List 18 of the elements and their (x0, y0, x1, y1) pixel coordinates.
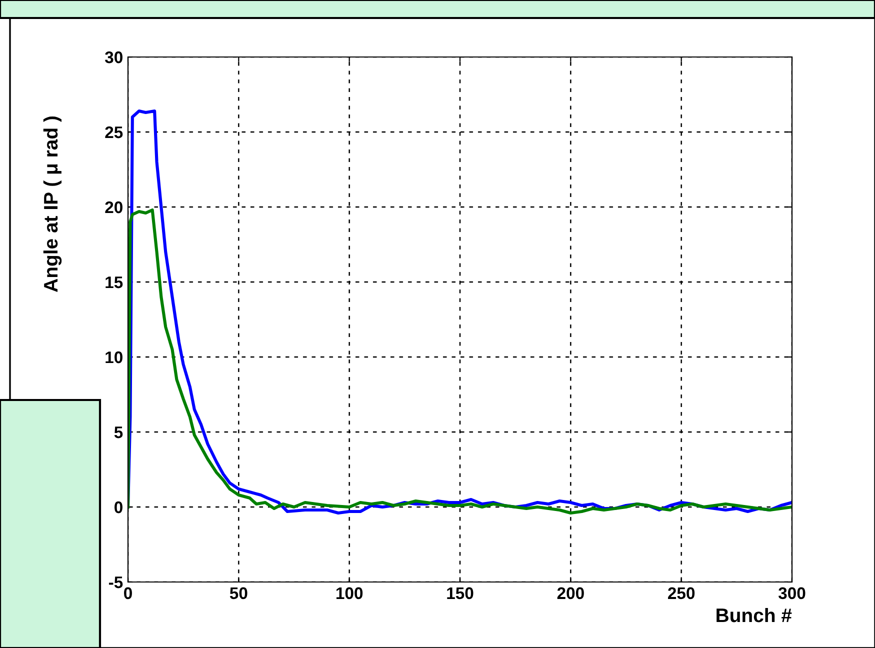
y-tick-label: 25 (105, 126, 123, 138)
x-tick-label: 250 (668, 587, 695, 600)
y-tick-label: -5 (108, 576, 123, 588)
y-tick-label: 0 (114, 501, 122, 514)
y-tick-label: 10 (106, 351, 122, 364)
y-tick-label: 15 (106, 276, 123, 288)
x-tick-label: 150 (447, 587, 474, 600)
line-series (128, 208, 792, 515)
y-tick-label: 30 (104, 51, 122, 64)
x-tick-label: 200 (557, 587, 584, 600)
y-tick-label: 5 (114, 426, 123, 438)
x-tick-label: 100 (336, 587, 363, 600)
x-axis-title: Bunch # (716, 608, 792, 622)
x-tick-label: 300 (778, 587, 806, 600)
x-tick-label: 0 (124, 587, 132, 600)
y-tick-label: 20 (105, 201, 122, 214)
y-axis-title: Angle at IP ( μ rad ) (43, 116, 62, 292)
x-tick-label: 50 (230, 587, 248, 600)
